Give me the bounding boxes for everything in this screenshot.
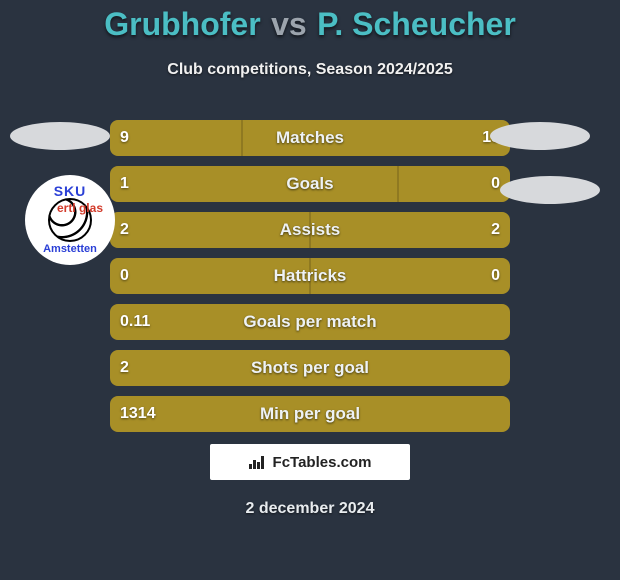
metric-row: 10Goals [110,166,510,202]
title-row: Grubhofer vs P. Scheucher [0,0,620,43]
bar-chart-icon [249,455,267,469]
metric-value-left: 0 [120,258,129,294]
metric-row: 918Matches [110,120,510,156]
title-player2: P. Scheucher [317,6,516,42]
metric-value-left: 0.11 [120,304,150,340]
logo-line3: Amstetten [43,243,97,255]
comparison-bars: 918Matches10Goals22Assists00Hattricks0.1… [110,120,510,442]
placeholder-ellipse [500,176,600,204]
metric-row: 0.11Goals per match [110,304,510,340]
metric-value-left: 1 [120,166,129,202]
metric-track [110,350,510,386]
metric-value-right: 2 [491,212,500,248]
metric-value-right: 0 [491,166,500,202]
metric-value-left: 2 [120,350,129,386]
metric-divider [309,258,311,294]
brand-badge[interactable]: FcTables.com [210,444,410,480]
metric-track [110,258,510,294]
date-text: 2 december 2024 [0,500,620,518]
metric-row: 1314Min per goal [110,396,510,432]
metric-segment-right [310,258,510,294]
team-logo: SKU ertl glas Amstetten [25,175,115,265]
metric-value-right: 0 [491,258,500,294]
metric-track [110,212,510,248]
title-player1: Grubhofer [104,6,260,42]
metric-value-left: 1314 [120,396,156,432]
metric-divider [241,120,243,156]
metric-track [110,120,510,156]
metric-segment-left [110,258,310,294]
metric-track [110,396,510,432]
metric-segment-right [242,120,510,156]
metric-segment-full [110,396,510,432]
logo-line2: ertl glas [57,201,103,215]
placeholder-ellipse [490,122,590,150]
title-vs: vs [271,6,307,42]
metric-segment-full [110,304,510,340]
metric-segment-left [110,212,310,248]
metric-segment-full [110,350,510,386]
metric-track [110,166,510,202]
logo-line1: SKU [54,183,87,199]
metric-value-left: 9 [120,120,129,156]
metric-value-left: 2 [120,212,129,248]
metric-row: 2Shots per goal [110,350,510,386]
metric-track [110,304,510,340]
subtitle: Club competitions, Season 2024/2025 [0,61,620,79]
metric-segment-left [110,120,242,156]
metric-divider [397,166,399,202]
placeholder-ellipse [10,122,110,150]
metric-divider [309,212,311,248]
metric-row: 00Hattricks [110,258,510,294]
metric-segment-left [110,166,398,202]
metric-row: 22Assists [110,212,510,248]
brand-text: FcTables.com [273,454,372,471]
metric-segment-right [310,212,510,248]
